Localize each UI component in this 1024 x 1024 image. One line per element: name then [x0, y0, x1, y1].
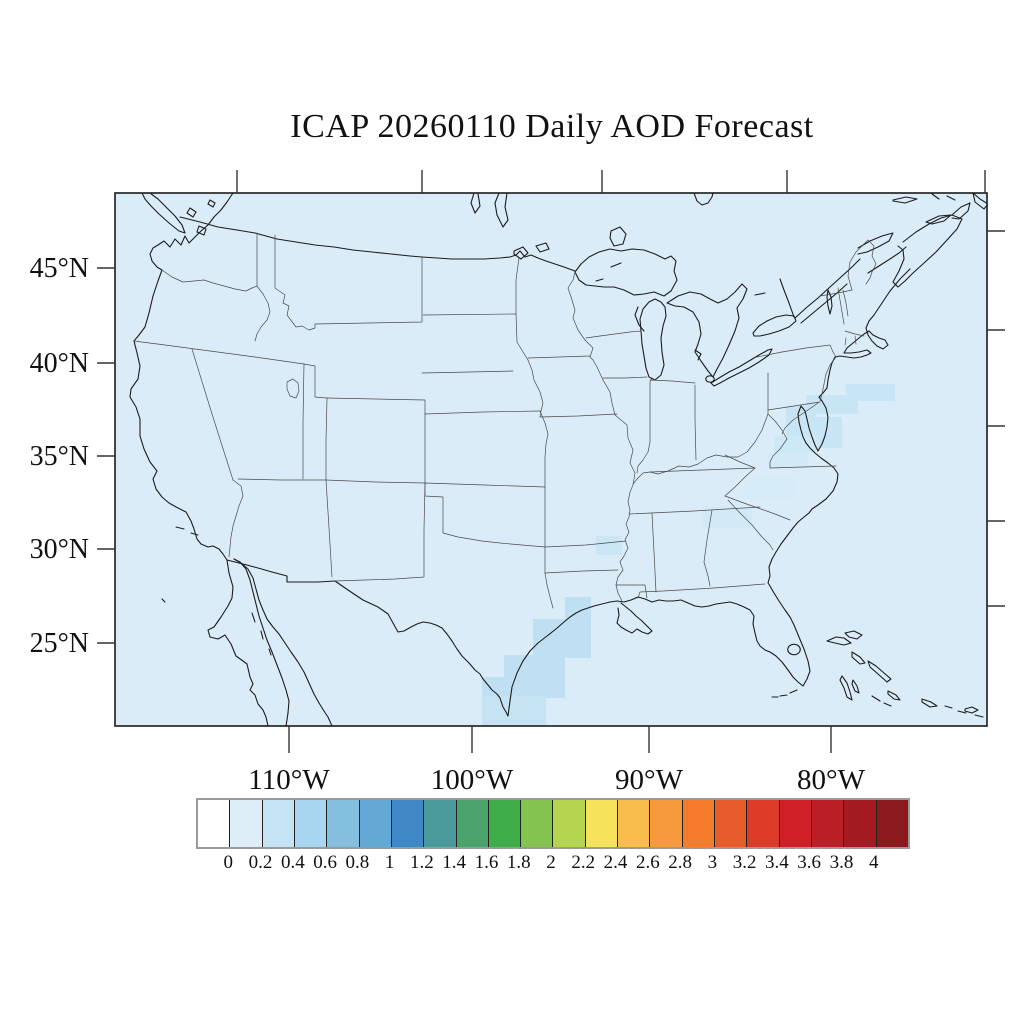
colorbar-tick-label: 0.8	[345, 852, 370, 873]
colorbar-cell	[715, 800, 748, 847]
aod-patch	[806, 395, 858, 414]
colorbar-tick-label: 3.6	[797, 852, 822, 873]
map-frame	[114, 192, 988, 727]
aod-patch	[482, 696, 546, 726]
aod-patch	[774, 436, 818, 452]
aod-patch	[596, 536, 622, 555]
colorbar-cell	[521, 800, 554, 847]
aod-patch-layer	[482, 384, 895, 726]
lon-tick-label: 90°W	[615, 764, 684, 796]
colorbar-cell	[682, 800, 715, 847]
colorbar-cell	[488, 800, 522, 847]
colorbar-tick-label: 2.8	[668, 852, 692, 873]
colorbar-tick-label: 1	[384, 852, 395, 873]
colorbar-tick-label: 2	[546, 852, 556, 873]
colorbar-tick-label: 2.4	[603, 852, 628, 873]
coastline-layer	[129, 193, 987, 726]
colorbar-tick-label: 1.6	[474, 852, 499, 873]
colorbar-cell	[198, 800, 231, 847]
lat-tick-label: 45°N	[30, 253, 89, 284]
colorbar-tick-label: 3	[707, 852, 718, 873]
colorbar-tick-label: 0.4	[280, 852, 305, 873]
aod-patch	[504, 655, 565, 679]
aod-patch	[482, 677, 565, 698]
aod-patch	[565, 597, 591, 620]
colorbar-tick-label: 3.8	[829, 852, 854, 873]
colorbar-tick-label: 4	[868, 852, 879, 873]
colorbar-cell	[553, 800, 586, 847]
colorbar-cell	[747, 800, 780, 847]
lat-tick-label: 25°N	[30, 628, 89, 659]
colorbar-cell	[456, 800, 489, 847]
lon-tick-label: 110°W	[248, 764, 330, 796]
colorbar-tick-label: 2.2	[571, 852, 596, 873]
colorbar-tick-label: 1.4	[442, 852, 467, 873]
aod-patch	[768, 452, 808, 467]
colorbar-cell	[262, 800, 295, 847]
colorbar-cell	[391, 800, 425, 847]
aod-patch	[846, 384, 895, 401]
colorbar-tick-label: 0.6	[313, 852, 337, 873]
colorbar-cell	[844, 800, 877, 847]
colorbar-cell	[811, 800, 845, 847]
colorbar-tick-label: 0	[223, 852, 234, 873]
colorbar-tick-label: 3.4	[765, 852, 789, 873]
colorbar-cell	[585, 800, 619, 847]
colorbar-cell	[650, 800, 683, 847]
colorbar-tick-labels: 0 0.2 0.4 0.6 0.8 1 1.2 1.4 1.6 1.8 2 2.2 2.4 2.6 2.8 3…	[196, 852, 906, 878]
lon-tick-label: 100°W	[431, 764, 514, 796]
colorbar-tick-label: 2.6	[635, 852, 660, 873]
colorbar-cell	[876, 800, 908, 847]
colorbar-tick-label: 1.8	[506, 852, 531, 873]
lat-tick-label: 30°N	[30, 534, 89, 565]
axis-ticks	[97, 170, 1005, 753]
lon-tick-label: 80°W	[797, 764, 866, 796]
aod-colorbar	[196, 798, 910, 849]
colorbar-tick-label: 0.2	[248, 852, 273, 873]
lat-tick-label: 40°N	[30, 348, 89, 379]
colorbar-tick-label: 1.2	[410, 852, 434, 873]
aod-patch	[745, 478, 795, 498]
colorbar-cell	[230, 800, 263, 847]
aod-patch	[533, 619, 591, 658]
colorbar-cell	[424, 800, 457, 847]
colorbar-cell	[779, 800, 812, 847]
colorbar-cell	[294, 800, 328, 847]
axis-labels: 45°N 40°N 35°N 30°N 25°N 110°W 100°W 90°W 80°W	[30, 253, 866, 796]
colorbar-cell	[327, 800, 360, 847]
lat-tick-label: 35°N	[30, 441, 89, 472]
colorbar-cell	[359, 800, 392, 847]
plot-title: ICAP 20260110 Daily AOD Forecast	[290, 108, 814, 145]
colorbar-cell	[618, 800, 651, 847]
colorbar-tick-label: 3.2	[732, 852, 757, 873]
state-borders-layer	[133, 232, 877, 609]
